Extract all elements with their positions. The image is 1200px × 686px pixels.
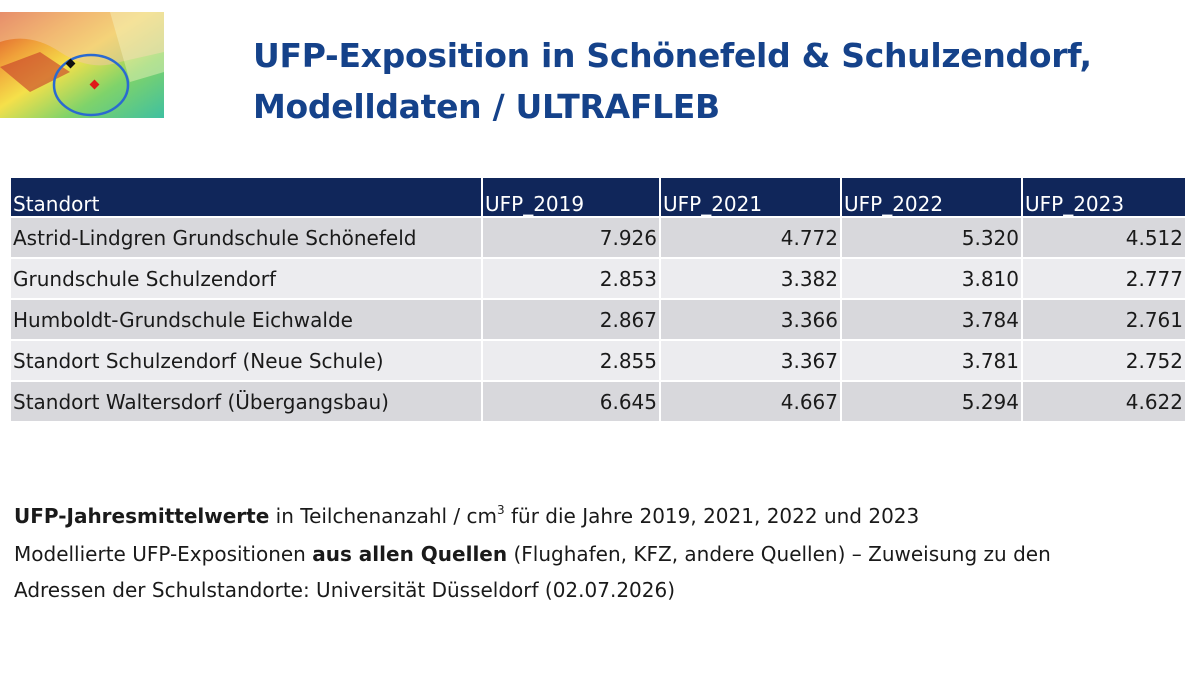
- note-superscript: 3: [496, 503, 505, 517]
- table-row: Grundschule Schulzendorf 2.853 3.382 3.8…: [11, 257, 1187, 298]
- cell-standort: Grundschule Schulzendorf: [11, 257, 483, 298]
- page-title: UFP-Exposition in Schönefeld & Schulzend…: [253, 30, 1153, 132]
- cell-value: 2.853: [483, 257, 661, 298]
- note-bold-term: UFP-Jahresmittelwerte: [14, 504, 270, 528]
- cell-value: 3.382: [661, 257, 842, 298]
- note-text: Modellierte UFP-Expositionen: [14, 542, 313, 566]
- note-line-2: Modellierte UFP-Expositionen aus allen Q…: [14, 536, 1194, 572]
- col-header-standort: Standort: [11, 178, 483, 216]
- table-row: Humboldt-Grundschule Eichwalde 2.867 3.3…: [11, 298, 1187, 339]
- table-row: Standort Schulzendorf (Neue Schule) 2.85…: [11, 339, 1187, 380]
- note-bold-term: aus allen Quellen: [312, 542, 508, 566]
- cell-value: 3.781: [842, 339, 1023, 380]
- table-row: Astrid-Lindgren Grundschule Schönefeld 7…: [11, 216, 1187, 257]
- notes-block: UFP-Jahresmittelwerte in Teilchenanzahl …: [14, 492, 1194, 608]
- note-line-3: Adressen der Schulstandorte: Universität…: [14, 578, 676, 602]
- col-header-ufp-2023: UFP_2023: [1023, 178, 1187, 216]
- table-header-row: Standort UFP_2019 UFP_2021 UFP_2022 UFP_…: [11, 178, 1187, 216]
- cell-value: 3.810: [842, 257, 1023, 298]
- cell-value: 5.320: [842, 216, 1023, 257]
- cell-value: 4.667: [661, 380, 842, 421]
- note-line-1: UFP-Jahresmittelwerte in Teilchenanzahl …: [14, 492, 1194, 534]
- cell-value: 2.867: [483, 298, 661, 339]
- cell-value: 2.855: [483, 339, 661, 380]
- cell-value: 4.512: [1023, 216, 1187, 257]
- note-text: für die Jahre 2019, 2021, 2022 und 2023: [504, 504, 920, 528]
- col-header-ufp-2022: UFP_2022: [842, 178, 1023, 216]
- cell-value: 7.926: [483, 216, 661, 257]
- table-row: Standort Waltersdorf (Übergangsbau) 6.64…: [11, 380, 1187, 421]
- cell-value: 2.761: [1023, 298, 1187, 339]
- cell-value: 2.752: [1023, 339, 1187, 380]
- ufp-table: Standort UFP_2019 UFP_2021 UFP_2022 UFP_…: [11, 178, 1187, 421]
- col-header-ufp-2019: UFP_2019: [483, 178, 661, 216]
- cell-value: 4.622: [1023, 380, 1187, 421]
- cell-value: 5.294: [842, 380, 1023, 421]
- cell-value: 3.784: [842, 298, 1023, 339]
- map-thumbnail-icon: [0, 12, 164, 118]
- note-text: in Teilchenanzahl / cm: [269, 504, 497, 528]
- title-line-2: Modelldaten / ULTRAFLEB: [253, 87, 720, 126]
- cell-value: 3.366: [661, 298, 842, 339]
- col-header-ufp-2021: UFP_2021: [661, 178, 842, 216]
- cell-value: 6.645: [483, 380, 661, 421]
- cell-standort: Humboldt-Grundschule Eichwalde: [11, 298, 483, 339]
- note-text: (Flughafen, KFZ, andere Quellen) – Zuwei…: [507, 542, 1051, 566]
- cell-value: 3.367: [661, 339, 842, 380]
- cell-value: 2.777: [1023, 257, 1187, 298]
- cell-value: 4.772: [661, 216, 842, 257]
- cell-standort: Standort Waltersdorf (Übergangsbau): [11, 380, 483, 421]
- cell-standort: Astrid-Lindgren Grundschule Schönefeld: [11, 216, 483, 257]
- title-line-1: UFP-Exposition in Schönefeld & Schulzend…: [253, 36, 1092, 75]
- cell-standort: Standort Schulzendorf (Neue Schule): [11, 339, 483, 380]
